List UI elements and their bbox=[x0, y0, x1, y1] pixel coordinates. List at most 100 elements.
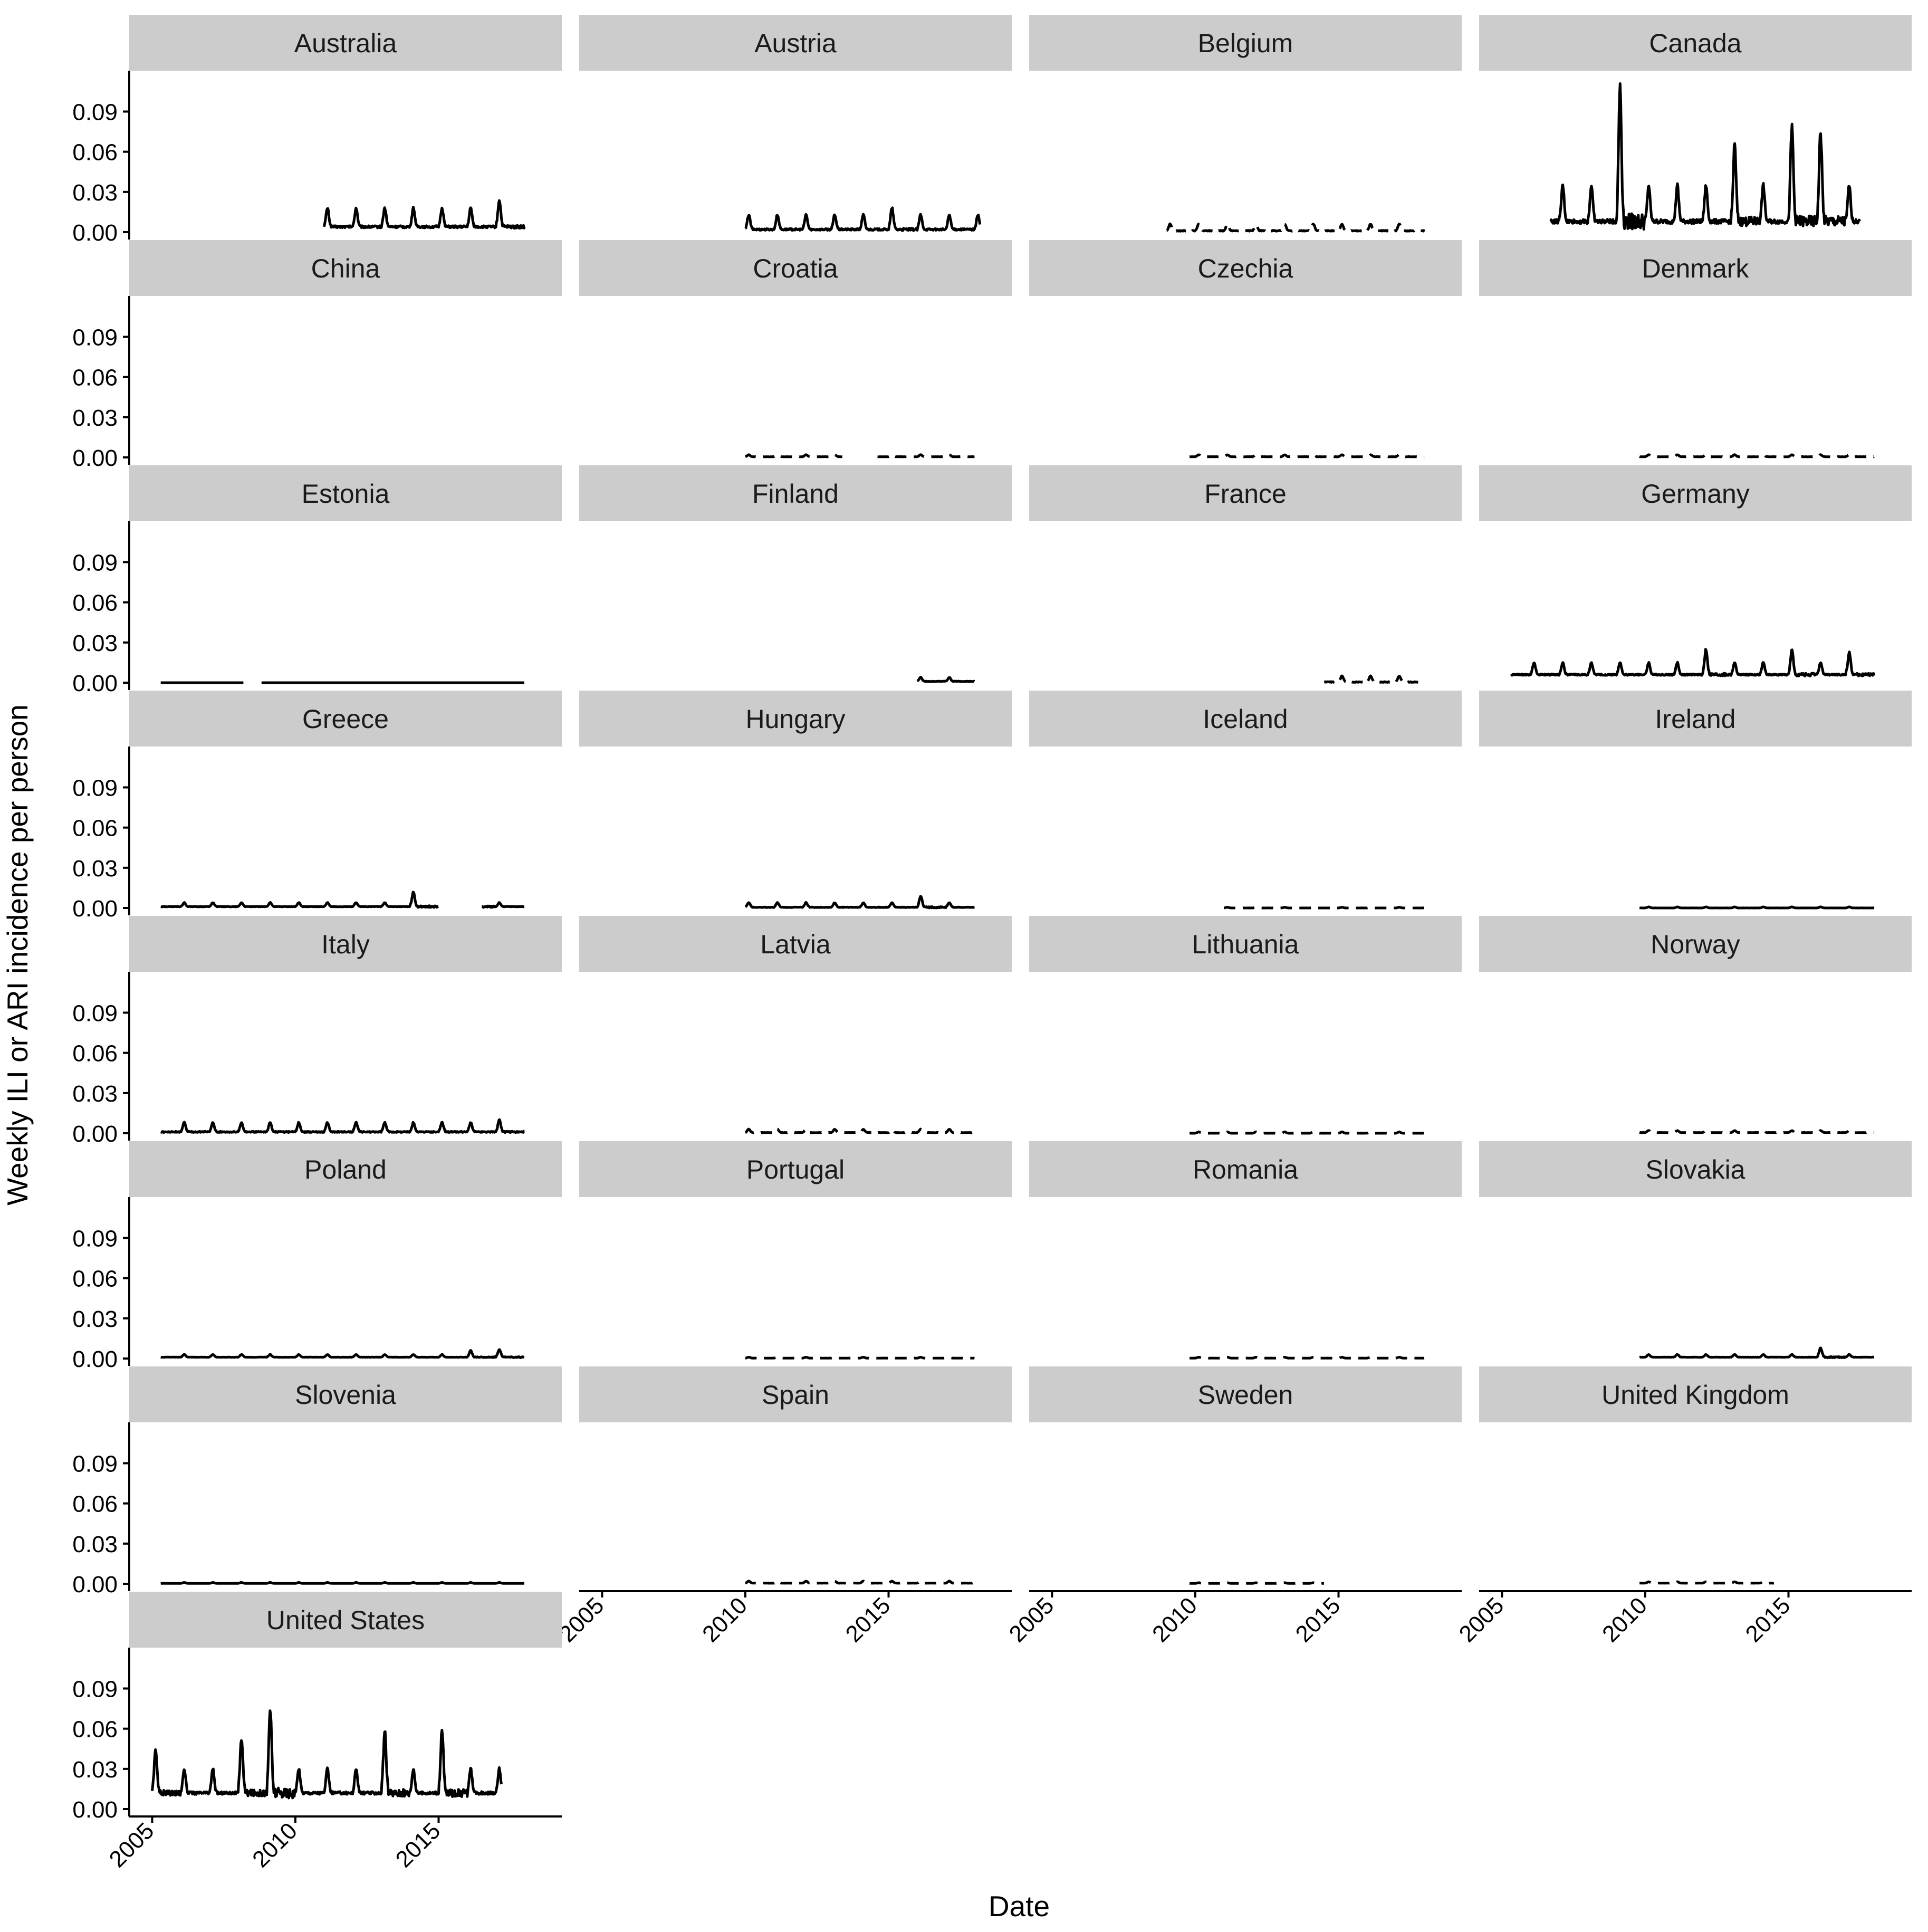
strip-china bbox=[129, 240, 562, 296]
series-line-slovenia-0 bbox=[160, 1581, 525, 1585]
strip-norway bbox=[1479, 916, 1912, 972]
strip-germany bbox=[1479, 465, 1912, 521]
panel-china: China 0.00 0.03 0.06 0.09 bbox=[72, 240, 562, 471]
y-tick-label-china-2: 0.06 bbox=[72, 365, 118, 391]
x-tick-label-united-states-1: 2010 bbox=[247, 1818, 302, 1872]
strip-label-lithuania: Lithuania bbox=[1192, 930, 1299, 959]
series-line-iceland-0 bbox=[1223, 906, 1425, 910]
y-tick-label-poland-3: 0.09 bbox=[72, 1226, 118, 1251]
strip-poland bbox=[129, 1141, 562, 1197]
panel-romania: Romania bbox=[1029, 1141, 1462, 1360]
y-tick-label-slovenia-1: 0.03 bbox=[72, 1532, 118, 1557]
strip-denmark bbox=[1479, 240, 1912, 296]
strip-croatia bbox=[579, 240, 1012, 296]
strip-label-united-states: United States bbox=[266, 1605, 425, 1635]
strip-finland bbox=[579, 465, 1012, 521]
panel-slovakia: Slovakia bbox=[1479, 1141, 1912, 1359]
y-tick-label-australia-3: 0.09 bbox=[72, 99, 118, 125]
y-tick-label-united-states-3: 0.09 bbox=[72, 1676, 118, 1702]
x-tick-label-spain-2: 2015 bbox=[841, 1592, 896, 1647]
strip-canada bbox=[1479, 15, 1912, 71]
strip-czechia bbox=[1029, 240, 1462, 296]
series-line-belgium-0 bbox=[1166, 222, 1426, 233]
x-tick-label-spain-1: 2010 bbox=[697, 1592, 752, 1647]
x-tick-label-united-kingdom-2: 2015 bbox=[1741, 1592, 1796, 1647]
strip-label-spain: Spain bbox=[762, 1380, 829, 1410]
strip-label-germany: Germany bbox=[1641, 479, 1750, 509]
panel-italy: Italy 0.00 0.03 0.06 0.09 bbox=[72, 916, 562, 1147]
series-line-italy-0 bbox=[160, 1118, 525, 1134]
panel-iceland: Iceland bbox=[1029, 691, 1462, 910]
y-tick-label-united-states-2: 0.06 bbox=[72, 1717, 118, 1743]
strip-label-sweden: Sweden bbox=[1198, 1380, 1293, 1410]
strip-iceland bbox=[1029, 691, 1462, 747]
y-tick-label-greece-1: 0.03 bbox=[72, 856, 118, 882]
strip-lithuania bbox=[1029, 916, 1462, 972]
series-line-hungary-0 bbox=[744, 895, 975, 910]
series-line-norway-0 bbox=[1638, 1129, 1875, 1134]
panel-norway: Norway bbox=[1479, 916, 1912, 1134]
series-line-greece-1 bbox=[481, 901, 525, 909]
series-line-ireland-0 bbox=[1638, 905, 1875, 910]
strip-slovenia bbox=[129, 1366, 562, 1422]
x-tick-label-sweden-1: 2010 bbox=[1147, 1592, 1202, 1647]
series-line-united-states-0 bbox=[150, 1709, 503, 1800]
strip-estonia bbox=[129, 465, 562, 521]
strip-label-slovakia: Slovakia bbox=[1646, 1155, 1745, 1184]
strip-romania bbox=[1029, 1141, 1462, 1197]
y-tick-label-greece-2: 0.06 bbox=[72, 816, 118, 841]
y-tick-label-australia-1: 0.03 bbox=[72, 180, 118, 206]
series-line-denmark-0 bbox=[1638, 453, 1875, 458]
y-tick-label-australia-2: 0.06 bbox=[72, 140, 118, 166]
strip-label-finland: Finland bbox=[752, 479, 839, 509]
series-line-canada-0 bbox=[1549, 82, 1861, 231]
y-axis-title: Weekly ILI or ARI incidence per person bbox=[1, 704, 34, 1206]
y-tick-label-italy-1: 0.03 bbox=[72, 1081, 118, 1107]
x-tick-label-sweden-0: 2005 bbox=[1004, 1592, 1059, 1647]
panel-finland: Finland bbox=[579, 465, 1012, 683]
strip-belgium bbox=[1029, 15, 1462, 71]
strip-france bbox=[1029, 465, 1462, 521]
strip-label-portugal: Portugal bbox=[746, 1155, 845, 1184]
strip-label-italy: Italy bbox=[321, 930, 370, 959]
panel-spain: Spain 2005 2010 2015 bbox=[554, 1366, 1012, 1647]
y-tick-label-china-0: 0.00 bbox=[72, 445, 118, 471]
strip-label-canada: Canada bbox=[1649, 28, 1741, 58]
panel-france: France bbox=[1029, 465, 1462, 684]
series-line-spain-0 bbox=[744, 1580, 975, 1585]
strip-label-norway: Norway bbox=[1651, 930, 1740, 959]
x-tick-label-sweden-2: 2015 bbox=[1291, 1592, 1346, 1647]
strip-label-hungary: Hungary bbox=[746, 704, 846, 734]
y-tick-label-australia-0: 0.00 bbox=[72, 220, 118, 246]
y-tick-label-poland-1: 0.03 bbox=[72, 1306, 118, 1332]
y-tick-label-estonia-3: 0.09 bbox=[72, 550, 118, 576]
x-axis-title: Date bbox=[989, 1890, 1050, 1923]
panel-belgium: Belgium bbox=[1029, 15, 1462, 233]
y-tick-label-poland-0: 0.00 bbox=[72, 1346, 118, 1372]
series-line-czechia-0 bbox=[1188, 453, 1425, 458]
series-line-united-kingdom-0 bbox=[1638, 1580, 1775, 1585]
strip-label-czechia: Czechia bbox=[1198, 254, 1293, 283]
panel-australia: Australia 0.00 0.03 0.06 0.09 bbox=[72, 15, 562, 246]
series-line-finland-0 bbox=[916, 675, 975, 683]
y-tick-label-china-1: 0.03 bbox=[72, 405, 118, 431]
strip-portugal bbox=[579, 1141, 1012, 1197]
panel-poland: Poland 0.00 0.03 0.06 0.09 bbox=[72, 1141, 562, 1372]
strip-austria bbox=[579, 15, 1012, 71]
panel-greece: Greece 0.00 0.03 0.06 0.09 bbox=[72, 691, 562, 922]
series-line-slovakia-0 bbox=[1638, 1346, 1875, 1359]
panel-croatia: Croatia bbox=[579, 240, 1012, 458]
series-line-germany-0 bbox=[1510, 648, 1876, 677]
y-tick-label-greece-3: 0.09 bbox=[72, 775, 118, 801]
y-tick-label-estonia-0: 0.00 bbox=[72, 671, 118, 696]
panel-canada: Canada bbox=[1479, 15, 1912, 231]
strip-slovakia bbox=[1479, 1141, 1912, 1197]
y-tick-label-slovenia-2: 0.06 bbox=[72, 1491, 118, 1517]
strip-label-croatia: Croatia bbox=[753, 254, 838, 283]
y-tick-label-united-states-0: 0.00 bbox=[72, 1797, 118, 1823]
strip-hungary bbox=[579, 691, 1012, 747]
panel-sweden: Sweden 2005 2010 2015 bbox=[1004, 1366, 1462, 1647]
strip-greece bbox=[129, 691, 562, 747]
strip-label-poland: Poland bbox=[304, 1155, 387, 1184]
strip-label-denmark: Denmark bbox=[1642, 254, 1750, 283]
